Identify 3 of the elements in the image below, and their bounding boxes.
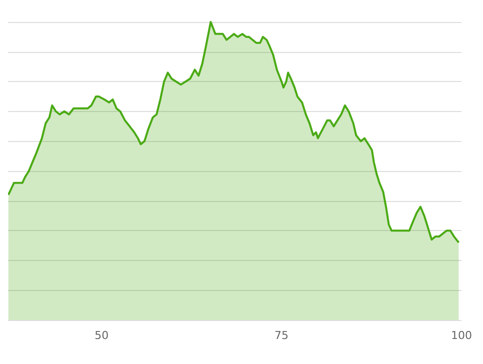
x-tick-label: 50 [94,329,109,342]
x-tick-label: 75 [274,329,289,342]
x-tick-label: 100 [451,329,472,342]
